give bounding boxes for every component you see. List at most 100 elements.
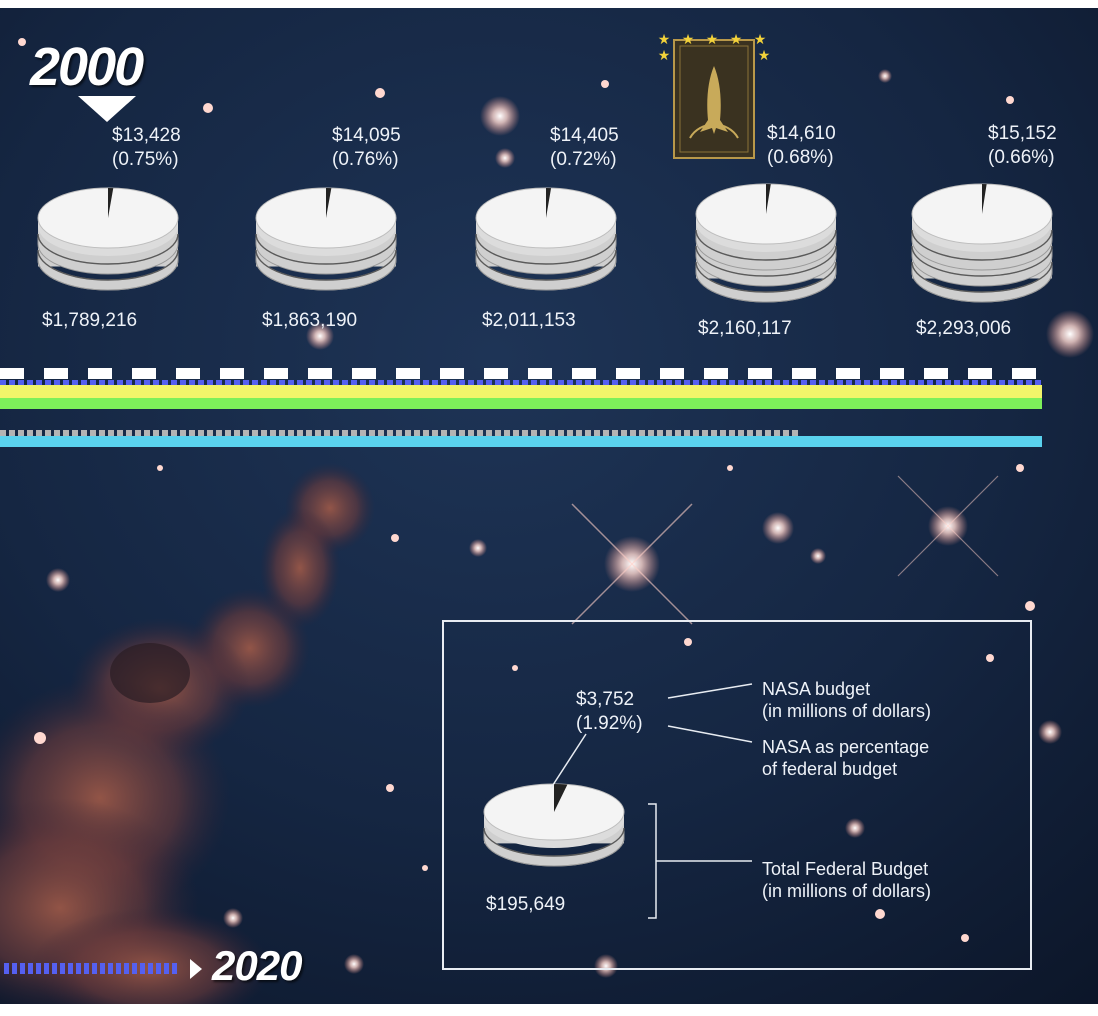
stripe-dot (720, 430, 726, 439)
stripe-dot (100, 963, 105, 974)
stripe-dot (387, 430, 393, 439)
stack-layer-edge (255, 249, 397, 281)
stripe-dot (468, 380, 474, 386)
stripe-dash (308, 368, 332, 379)
stripe-dot (549, 380, 555, 386)
stripe-dot (360, 430, 366, 439)
stripe-dot (132, 963, 137, 974)
stripe-dot (504, 430, 510, 439)
stripe-dot (486, 380, 492, 386)
stripe-dot (44, 963, 49, 974)
nasa-budget-value: $14,095 (332, 125, 401, 146)
stripe-dash (616, 368, 640, 379)
legend-example-percentage: (1.92%) (576, 713, 643, 734)
stripe-dot (18, 430, 24, 439)
stripe-dot (432, 430, 438, 439)
stripe-dot (396, 430, 402, 439)
legend-example-total: $195,649 (486, 894, 566, 915)
nasa-percentage-value: (0.66%) (988, 147, 1055, 168)
infographic-frame: ★ ★ ★ ★ ★ ★ ★ 2000 2020 $13,428 (0.75%) $1,789… (0, 8, 1098, 1004)
stripe-dot (84, 963, 89, 974)
stripe-dot (639, 380, 645, 386)
stripe-dot (657, 380, 663, 386)
stripe-dash (792, 368, 816, 379)
stripe-dot (108, 430, 114, 439)
stripe-dot (765, 430, 771, 439)
stripe-dot (153, 430, 159, 439)
federal-budget-total: $1,863,190 (262, 310, 358, 331)
space-shuttle-mission-patch-icon (673, 39, 755, 159)
stripe-dot (576, 430, 582, 439)
stripe-dot (140, 963, 145, 974)
stripe-dot (9, 430, 15, 439)
stripe-dot (630, 380, 636, 386)
stripe-dot (27, 430, 33, 439)
stripe-dot (513, 430, 519, 439)
stripe-dot (558, 430, 564, 439)
stripe-dot (468, 430, 474, 439)
stripe-dot (801, 380, 807, 386)
stripe-dot (675, 380, 681, 386)
stripe-dot (252, 430, 258, 439)
stripe-dot (216, 430, 222, 439)
stripe-dot (342, 380, 348, 386)
stripe-dot (148, 963, 153, 974)
stripe-dot (342, 430, 348, 439)
stripe-dot (495, 380, 501, 386)
stripe-dot (0, 380, 6, 386)
stripe-dot (252, 380, 258, 386)
stripe-dot (684, 430, 690, 439)
space-background: ★ ★ ★ ★ ★★ ★ (0, 8, 1098, 1004)
gold-star-icon: ★ (658, 48, 671, 64)
stripe-dot (117, 380, 123, 386)
stripe-dot (387, 380, 393, 386)
stripe-dot (702, 430, 708, 439)
stripe-dot (909, 380, 915, 386)
stripe-dot (603, 380, 609, 386)
stripe-dash (176, 368, 200, 379)
stripe-dot (116, 963, 121, 974)
stripe-dot (747, 430, 753, 439)
stripe-dot (711, 380, 717, 386)
stripe-dot (945, 380, 951, 386)
stripe-dot (441, 380, 447, 386)
stripe-dot (261, 430, 267, 439)
stripe-dot (486, 430, 492, 439)
stack-bottom-edge (911, 271, 1053, 303)
stripe-dot (54, 380, 60, 386)
nebula-pillar (0, 463, 375, 1004)
nasa-budget-value: $15,152 (988, 123, 1057, 144)
stripe-dot (648, 380, 654, 386)
stripe-dot (630, 430, 636, 439)
stripe-dash (704, 368, 728, 379)
stripe-dot (549, 430, 555, 439)
stripe-dot (504, 380, 510, 386)
stripe-dot (594, 430, 600, 439)
stripe-dot (540, 430, 546, 439)
stripe-dot (693, 380, 699, 386)
stripe-dot (351, 430, 357, 439)
stripe-dot (477, 430, 483, 439)
stripe-dot (693, 430, 699, 439)
stripe-dot (810, 380, 816, 386)
stripe-dot (225, 380, 231, 386)
stripe-dot (1026, 380, 1032, 386)
nasa-budget-value: $13,428 (112, 125, 181, 146)
stripe-dot (108, 380, 114, 386)
stripe-dot (225, 430, 231, 439)
stripe-dot (45, 430, 51, 439)
stripe-yellow (0, 385, 1042, 398)
stripe-dot (900, 380, 906, 386)
stripe-dash (440, 368, 464, 379)
stripe-blue-dotted (0, 380, 1041, 386)
stripe-dot (126, 430, 132, 439)
stripe-dot (189, 430, 195, 439)
stripe-dash (484, 368, 508, 379)
gold-star-icon: ★ (706, 32, 719, 48)
legend-nasa-connector (667, 683, 753, 699)
stripe-dot (153, 380, 159, 386)
patch-stars: ★ ★ ★ ★ ★★ ★ (658, 32, 771, 64)
federal-budget-total: $1,789,216 (42, 310, 138, 331)
starfield (18, 38, 1094, 978)
stripe-dot (855, 380, 861, 386)
